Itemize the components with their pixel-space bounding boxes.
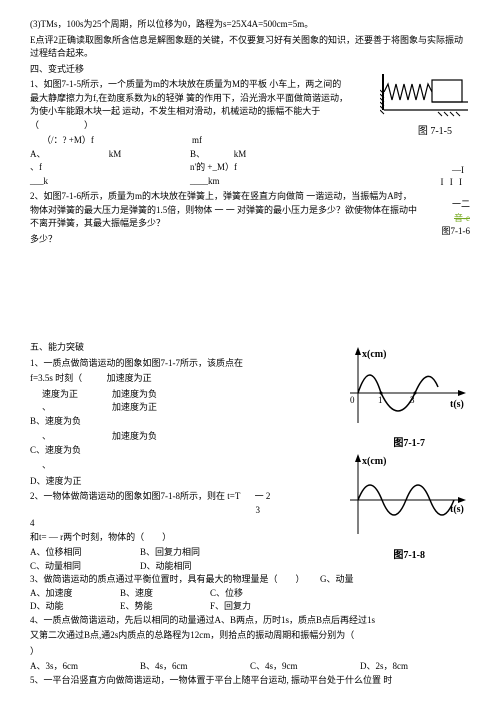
svg-text:t(s): t(s) [450,399,464,410]
q2a2: 一 2 [250,490,270,504]
f2b: n'的 +_M）f [190,161,320,175]
q1-sp3: 加速度为正 [112,401,157,415]
q2-row: 2、一物体做简谐运动的图象如图7-1-8所示，则在 t=T 一 2 [30,490,290,504]
para-4: 1、如图7-1-5所示，一个质量为m的木块放在质量为M的平板 小车上，两之间的最… [30,78,350,132]
q4b: 又第二次通过B点,通2s内质点的总路程为12cm，则拾点的振动周期和振幅分别为（ [30,629,470,643]
q3F: F、回复力 [210,600,290,614]
optBx: kM [210,148,270,162]
option-row-cd: ___k ____km I I I [30,175,470,189]
q4-opts: A、3s，6cm B、4s，6cm C、4s，9cm D、2s，8cm [30,660,470,674]
figure-7-1-6-label: 一二 音-e 图7-1-6 [442,198,471,239]
q2A: A、位移相同 [30,546,130,560]
q4B: B、4s，6cm [140,660,240,674]
chart-7-1-7: x(cm) t(s) 0 1 3 [340,345,470,440]
q3E: E、势能 [120,600,200,614]
f1a: （/：? +M）f [42,134,182,148]
figure-7-1-5-label: 图 7-1-5 [418,124,452,139]
para-5: 2、如图7-1-6所示，质量为m的木块放在弹簧上，弹簧在竖直方向做简 一谐运动，… [30,190,420,231]
f2a: 、f [30,161,180,175]
q2b: 3 [30,504,260,518]
q1-comma: 、 [42,401,102,415]
q4A: A、3s，6cm [30,660,130,674]
option-row-ab: A、 kM B、 kM [30,148,470,162]
optAx: kM [50,148,180,162]
q4C: C、4s，9cm [250,660,350,674]
q4c: ） [30,645,470,659]
fig716-c: 图7-1-6 [442,225,471,239]
optB: B、 [190,148,200,162]
q2c: 4 [30,517,60,531]
q1b-text: f=3.5s 时刻（ [30,373,82,383]
para-5b: 多少？ [30,233,470,247]
chart2-caption: 图7-1-8 [393,548,425,563]
para-2: E点评2正确读取图象所含信息是解图象题的关键，不仅要复习好有关图象的知识，还要善… [30,34,470,61]
figure-7-1-5 [380,72,470,127]
formula-row-1: （/：? +M）f mf [30,134,470,148]
q2B: B、回复力相同 [140,546,200,560]
para-1: (3)TMs，100s为25个周期，所以位移为0，路程为s=25X4A=500c… [30,18,470,32]
q3-row: 3、做简谐运动的质点通过平衡位置时，具有最大的物理量是（ ） G、动量 [30,573,470,587]
q3: 3、做简谐运动的质点通过平衡位置时，具有最大的物理量是（ ） [30,573,310,587]
q1r1a: 加速度为正 [107,373,152,383]
fig716-b: 音-e [442,212,471,226]
q3-opts2: D、动能 E、势能 F、回复力 4、一质点做简谐运动，先后以相同的动量通过A、B… [30,600,470,614]
svg-text:x(cm): x(cm) [362,456,386,467]
optA: A、 [30,148,40,162]
optC: ___k [30,175,180,189]
svg-text:0: 0 [350,395,355,405]
q2D: D、动能相同 [140,560,192,574]
q5: 5、一平台沿竖直方向做简谐运动，一物体置于平台上随平台运动, 振动平台处于什么位… [30,674,470,688]
q3C: C、位移 [210,587,290,601]
q2C: C、动量相同 [30,560,130,574]
chart-7-1-8: x(cm) t(s) [340,452,470,552]
q1-nega: 加速度为负 [112,430,157,444]
q4D: D、2s，8cm [360,660,408,674]
q2a: 2、一物体做简谐运动的图象如图7-1-8所示，则在 t=T [30,490,240,504]
q4-text: 4、一质点做简谐运动，先后以相同的动量通过A、B两点，历时1s，质点B点后再经过… [30,614,470,628]
q1: 1、一质点做简谐运动的图象如图7-1-7所示，该质点在 [30,357,290,371]
q3D: D、动能 [30,600,110,614]
q3B: B、速度 [120,587,200,601]
optE: I I I [441,176,465,190]
q1-sp2: 加速度为负 [112,388,157,402]
q3A: A、加速度 [30,587,110,601]
chart1-caption: 图7-1-7 [393,436,425,451]
q3G: G、动量 [320,573,380,587]
formula-row-2: 、f n'的 +_M）f —I [30,161,470,175]
q1-sp1: 速度为正 [42,388,102,402]
f1b: mf [192,134,202,148]
fig716-a: 一二 [442,198,471,212]
q3-opts: A、加速度 B、速度 C、位移 [30,587,470,601]
svg-text:x(cm): x(cm) [362,349,386,360]
svg-text:1: 1 [378,395,383,405]
optD: ____km [190,175,320,189]
q1-comma2: 、 [42,430,102,444]
